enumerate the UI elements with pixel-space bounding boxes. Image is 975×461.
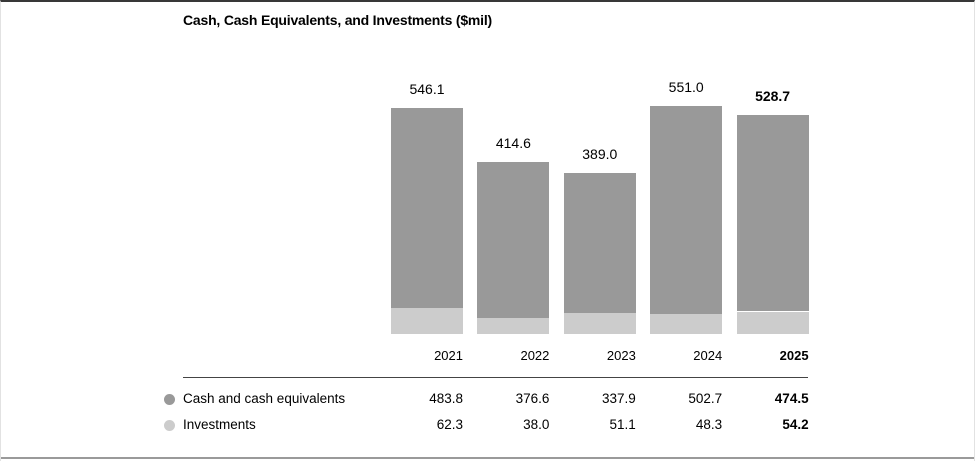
chart-title: Cash, Cash Equivalents, and Investments … [183, 12, 492, 28]
bar-segment-cash-2025 [736, 115, 809, 312]
bar-segment-cash-2022 [477, 162, 550, 319]
bar-total-label-2025: 528.7 [755, 88, 791, 105]
bottom-border [1, 457, 974, 459]
legend-value-2025: 54.2 [782, 417, 809, 432]
bar-total-label-2024: 551.0 [668, 79, 704, 95]
legend-series-label: Investments [183, 417, 256, 432]
bar-segment-investments-2024 [650, 314, 723, 334]
legend-value-2023: 337.9 [602, 391, 636, 406]
bar-total-label-2021: 546.1 [409, 81, 445, 97]
legend-value-2024: 48.3 [695, 417, 723, 432]
bar-segment-cash-2021 [391, 108, 463, 309]
legend-value-2022: 38.0 [523, 417, 550, 432]
legend-value-2021: 483.8 [429, 391, 463, 406]
year-label-2025: 2025 [779, 348, 809, 363]
bar-segment-cash-2023 [563, 173, 636, 313]
legend-value-2021: 62.3 [436, 417, 463, 432]
bar-segment-investments-2021 [391, 308, 463, 334]
legend-bullet-cash [164, 394, 175, 405]
legend-bullet-investments [164, 420, 175, 431]
bar-total-label-2023: 389.0 [582, 146, 618, 162]
bar-segment-investments-2022 [477, 318, 550, 334]
year-label-2021: 2021 [434, 348, 463, 363]
legend-value-2022: 376.6 [515, 391, 550, 406]
bar-segment-cash-2024 [650, 106, 723, 314]
year-label-2023: 2023 [606, 348, 636, 363]
legend-value-2024: 502.7 [688, 391, 723, 406]
legend-value-2025: 474.5 [774, 391, 809, 406]
bar-segment-investments-2025 [736, 311, 809, 334]
year-label-2022: 2022 [520, 348, 550, 363]
year-label-2024: 2024 [693, 348, 723, 363]
legend-series-label: Cash and cash equivalents [183, 391, 346, 406]
bar-segment-investments-2023 [563, 312, 636, 334]
legend-value-2023: 51.1 [609, 417, 636, 432]
legend-divider [183, 377, 808, 378]
bar-total-label-2022: 414.6 [495, 135, 531, 152]
